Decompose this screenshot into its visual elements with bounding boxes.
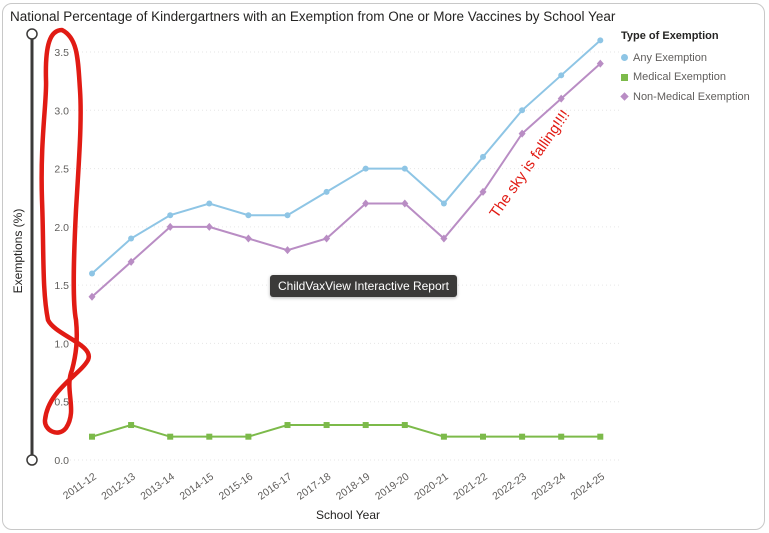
data-point[interactable] bbox=[284, 246, 291, 255]
x-tick-label: 2023-24 bbox=[529, 471, 568, 503]
legend-label: Any Exemption bbox=[633, 51, 707, 64]
data-point[interactable] bbox=[596, 59, 604, 68]
x-tick-label: 2011-12 bbox=[61, 471, 99, 503]
data-point[interactable] bbox=[323, 422, 330, 429]
x-tick-label: 2015-16 bbox=[217, 471, 256, 503]
x-tick-label: 2012-13 bbox=[99, 471, 138, 503]
data-point[interactable] bbox=[244, 234, 252, 243]
legend-label: Medical Exemption bbox=[633, 71, 726, 84]
gridlines bbox=[70, 51, 620, 461]
x-tick-label: 2024-25 bbox=[569, 471, 608, 503]
data-point[interactable] bbox=[480, 433, 486, 440]
data-point[interactable] bbox=[88, 292, 96, 301]
annotation-text: The sky is falling!!!! bbox=[486, 107, 573, 221]
data-point[interactable] bbox=[480, 153, 486, 160]
data-point[interactable] bbox=[597, 433, 604, 440]
legend-item-any-exemption[interactable]: Any Exemption bbox=[621, 48, 750, 68]
legend-item-medical-exemption[interactable]: Medical Exemption bbox=[621, 68, 750, 88]
data-point[interactable] bbox=[127, 257, 135, 266]
legend[interactable]: Type of Exemption Any Exemption Medical … bbox=[620, 30, 750, 107]
x-tick-label: 2014-15 bbox=[178, 471, 217, 503]
series-line bbox=[91, 39, 601, 275]
slider-bottom-handle[interactable] bbox=[26, 454, 38, 466]
legend-square-icon bbox=[621, 73, 628, 81]
data-point[interactable] bbox=[128, 235, 135, 242]
series-non-medical-exemption[interactable] bbox=[88, 59, 604, 301]
data-point[interactable] bbox=[519, 433, 526, 440]
tooltip: ChildVaxView Interactive Report bbox=[270, 275, 457, 297]
data-point[interactable] bbox=[89, 433, 95, 440]
x-axis-ticks: 2011-12 2012-13 2013-14 2014-15 2015-16 2016-… bbox=[61, 471, 607, 503]
series-line bbox=[91, 423, 601, 438]
series-line bbox=[91, 62, 601, 298]
data-point[interactable] bbox=[245, 212, 252, 219]
data-point[interactable] bbox=[401, 199, 409, 208]
legend-label: Non-Medical Exemption bbox=[633, 90, 750, 103]
data-point[interactable] bbox=[557, 94, 565, 103]
legend-item-non-medical-exemption[interactable]: Non-Medical Exemption bbox=[620, 87, 750, 107]
data-point[interactable] bbox=[323, 234, 331, 243]
data-point[interactable] bbox=[440, 200, 447, 207]
x-tick-label: 2020-21 bbox=[412, 471, 451, 503]
data-point[interactable] bbox=[284, 422, 291, 429]
data-point[interactable] bbox=[205, 222, 213, 231]
data-point[interactable] bbox=[166, 222, 174, 231]
y-axis-title: Exemptions (%) bbox=[11, 209, 25, 294]
data-point[interactable] bbox=[167, 433, 174, 440]
data-point[interactable] bbox=[128, 422, 135, 429]
data-point[interactable] bbox=[401, 165, 408, 172]
x-axis-title: School Year bbox=[316, 508, 380, 522]
data-point[interactable] bbox=[362, 422, 369, 429]
data-point[interactable] bbox=[558, 72, 565, 79]
data-point[interactable] bbox=[167, 212, 174, 219]
y-tick-label: 0.0 bbox=[54, 455, 69, 467]
red-hand-drawn-circle bbox=[39, 27, 91, 435]
x-tick-label: 2017-18 bbox=[295, 471, 334, 503]
data-point[interactable] bbox=[597, 37, 604, 44]
x-tick-label: 2021-22 bbox=[451, 471, 490, 503]
y-tick-label: 2.5 bbox=[54, 164, 69, 176]
legend-diamond-icon bbox=[620, 92, 629, 101]
x-tick-label: 2019-20 bbox=[373, 471, 412, 503]
data-point[interactable] bbox=[362, 165, 369, 172]
series-any-exemption[interactable] bbox=[89, 37, 604, 277]
chart-frame bbox=[2, 3, 765, 530]
data-point[interactable] bbox=[401, 422, 408, 429]
x-tick-label: 2016-17 bbox=[256, 471, 295, 503]
data-point[interactable] bbox=[440, 433, 447, 440]
data-point[interactable] bbox=[518, 129, 526, 138]
y-tick-label: 2.0 bbox=[54, 222, 69, 234]
data-point[interactable] bbox=[479, 187, 487, 196]
data-point[interactable] bbox=[89, 270, 95, 277]
x-tick-label: 2013-14 bbox=[138, 471, 177, 503]
y-axis-ticks: 0.0 0.5 1.0 1.5 2.0 2.5 3.0 3.5 bbox=[54, 47, 69, 467]
data-point[interactable] bbox=[245, 433, 252, 440]
data-point[interactable] bbox=[558, 433, 565, 440]
y-range-slider[interactable] bbox=[26, 28, 38, 466]
y-tick-label: 0.5 bbox=[54, 397, 69, 409]
data-point[interactable] bbox=[284, 212, 291, 219]
x-tick-label: 2018-19 bbox=[334, 471, 373, 503]
y-tick-label: 1.0 bbox=[54, 338, 69, 350]
legend-title: Type of Exemption bbox=[621, 30, 719, 42]
data-point[interactable] bbox=[440, 234, 448, 243]
y-tick-label: 3.5 bbox=[54, 47, 69, 59]
legend-circle-icon bbox=[621, 54, 628, 62]
series-medical-exemption[interactable] bbox=[89, 422, 604, 440]
data-point[interactable] bbox=[323, 188, 330, 195]
data-point[interactable] bbox=[362, 199, 370, 208]
data-point[interactable] bbox=[206, 200, 213, 207]
data-point[interactable] bbox=[206, 433, 213, 440]
slider-top-handle[interactable] bbox=[26, 28, 38, 40]
chart-title: National Percentage of Kindergartners wi… bbox=[10, 9, 616, 24]
y-tick-label: 1.5 bbox=[54, 280, 69, 292]
data-point[interactable] bbox=[519, 107, 526, 114]
series-lines bbox=[88, 37, 604, 440]
y-tick-label: 3.0 bbox=[54, 105, 69, 117]
x-tick-label: 2022-23 bbox=[490, 471, 529, 503]
